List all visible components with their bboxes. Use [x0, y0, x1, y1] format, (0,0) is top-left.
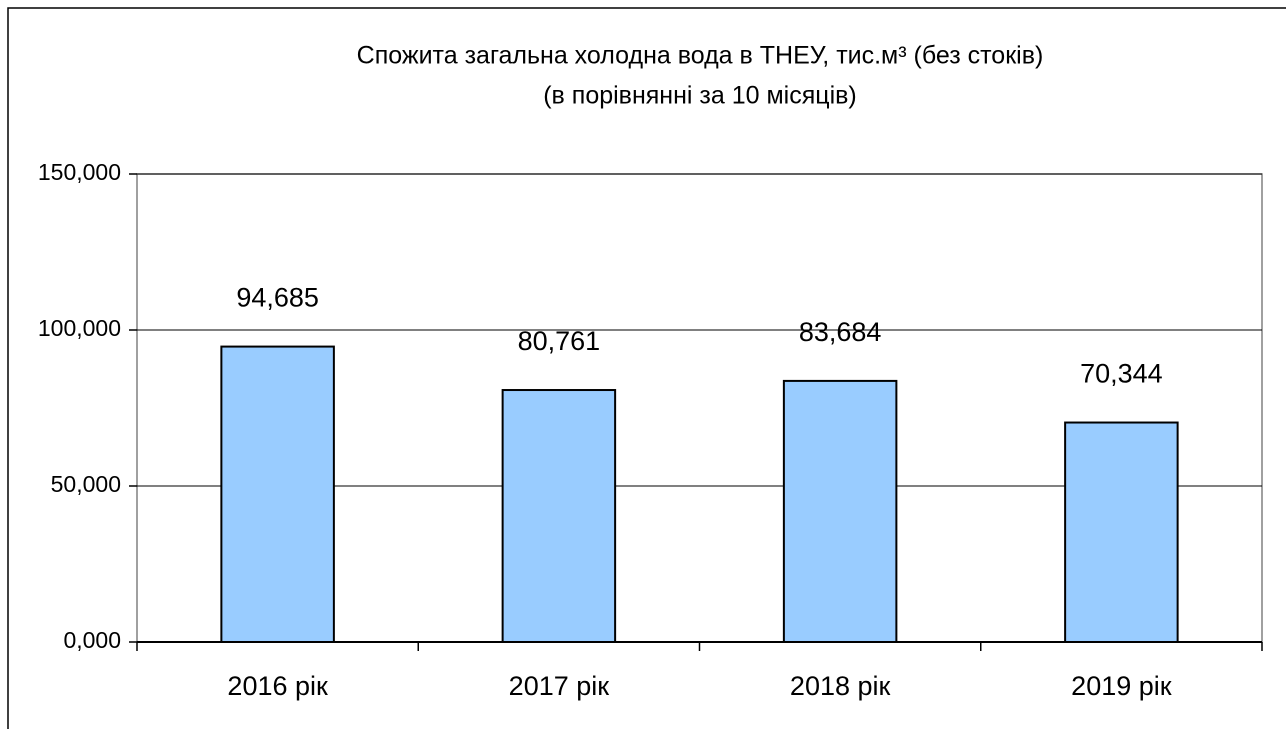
bar [220, 345, 335, 643]
chart-title: Спожита загальна холодна вода в ТНЕУ, ти… [357, 42, 1044, 70]
y-tick-label: 100,000 [38, 315, 121, 341]
chart-subtitle: (в порівнянні за 10 місяців) [543, 82, 857, 110]
bar [501, 389, 617, 643]
value-label: 80,761 [518, 326, 601, 356]
x-tick-label: 2017 рік [509, 671, 610, 701]
x-tick-label: 2019 рік [1071, 671, 1172, 701]
value-label: 70,344 [1080, 359, 1163, 389]
value-label: 94,685 [236, 283, 319, 313]
bar [1064, 421, 1179, 644]
y-tick-label: 50,000 [51, 471, 121, 497]
x-tick-label: 2018 рік [790, 671, 891, 701]
frame [7, 7, 1286, 729]
value-label: 83,684 [799, 317, 882, 347]
y-tick-label: 0,000 [63, 627, 121, 653]
bar [782, 379, 898, 643]
x-tick-label: 2016 рік [227, 671, 328, 701]
y-tick-label: 150,000 [38, 159, 121, 185]
